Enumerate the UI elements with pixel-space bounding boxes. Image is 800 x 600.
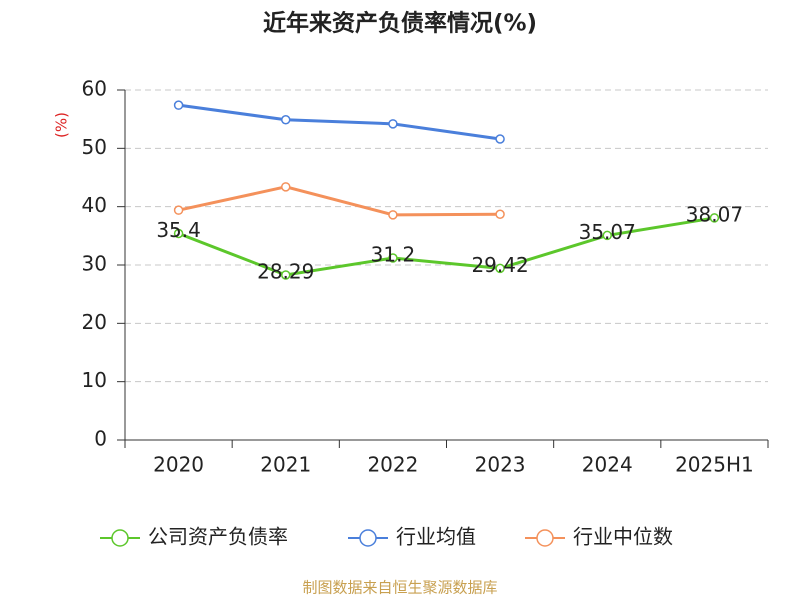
point xyxy=(388,253,398,263)
y-tick-label: 20 xyxy=(82,310,107,334)
y-tick-label: 0 xyxy=(94,427,107,451)
point xyxy=(281,115,291,125)
y-tick-label: 60 xyxy=(82,77,107,101)
data-label: 35.4 xyxy=(156,218,201,242)
point xyxy=(388,210,398,220)
x-tick-label: 2020 xyxy=(153,453,204,477)
point xyxy=(709,213,720,223)
data-label: 28.29 xyxy=(257,259,314,283)
point xyxy=(173,228,184,239)
data-label: 38.07 xyxy=(686,202,743,226)
legend-marker xyxy=(536,529,554,547)
series-line xyxy=(178,216,715,277)
x-tick-label: 2021 xyxy=(260,453,311,477)
legend-marker xyxy=(111,529,129,547)
point xyxy=(602,230,612,241)
legend-label: 公司资产负债率 xyxy=(148,525,288,549)
legend-label: 行业中位数 xyxy=(573,525,673,549)
y-tick-label: 10 xyxy=(82,368,107,392)
point xyxy=(388,119,398,129)
data-label: 29.42 xyxy=(471,253,528,277)
y-tick-label: 40 xyxy=(82,193,107,217)
point xyxy=(173,100,184,110)
series-line xyxy=(178,103,501,141)
x-tick-label: 2023 xyxy=(475,453,526,477)
point xyxy=(495,134,505,144)
chart-title: 近年来资产负债率情况(%) xyxy=(263,10,537,37)
point xyxy=(173,205,184,215)
legend-label: 行业均值 xyxy=(396,525,476,549)
point xyxy=(495,263,505,274)
x-tick-label: 2024 xyxy=(582,453,633,477)
data-label: 35.07 xyxy=(579,220,636,244)
series-line xyxy=(178,185,501,217)
point xyxy=(281,270,291,280)
y-tick-label: 50 xyxy=(82,135,107,159)
data-label: 31.2 xyxy=(371,243,416,267)
point xyxy=(495,209,505,219)
y-tick-label: 30 xyxy=(82,252,107,276)
legend-marker xyxy=(359,529,377,547)
source: 制图数据来自恒生聚源数据库 xyxy=(302,579,497,597)
y-axis-label: (%) xyxy=(53,112,71,138)
point xyxy=(281,182,291,192)
x-tick-label: 2025H1 xyxy=(675,453,754,477)
x-tick-label: 2022 xyxy=(367,453,418,477)
